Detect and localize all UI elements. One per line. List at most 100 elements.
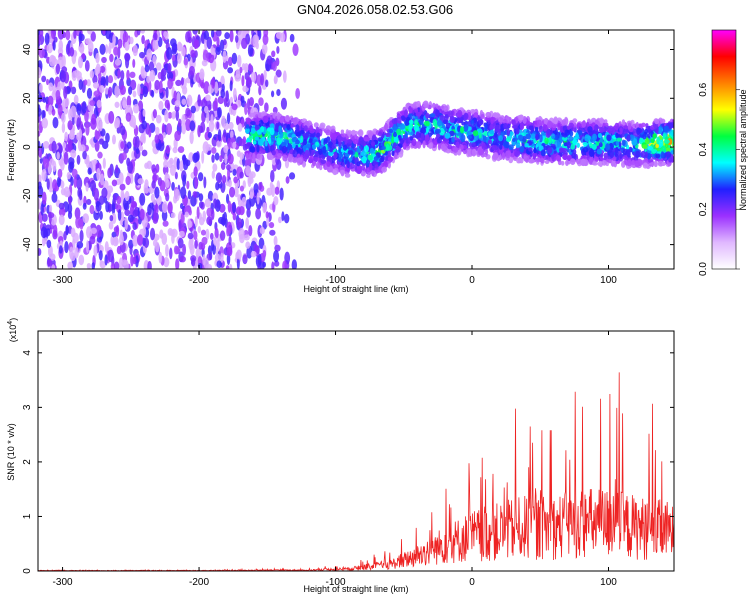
noise-blob xyxy=(141,149,148,157)
signal-blob xyxy=(563,142,568,147)
signal-blob xyxy=(634,160,640,168)
signal-blob xyxy=(414,108,419,114)
noise-blob xyxy=(187,190,192,200)
noise-blob xyxy=(105,30,112,40)
signal-blob xyxy=(664,142,669,149)
signal-blob xyxy=(598,127,605,133)
x-tick-label: -200 xyxy=(189,275,209,286)
signal-blob xyxy=(660,118,666,124)
colorbar-tick-label: 0.6 xyxy=(698,82,709,96)
signal-blob xyxy=(337,156,342,162)
signal-blob xyxy=(326,161,331,167)
signal-blob xyxy=(260,126,265,133)
signal-blob xyxy=(276,111,281,120)
noise-blob xyxy=(52,179,58,192)
noise-blob xyxy=(273,196,279,206)
snr-y-multiplier: (x104) xyxy=(7,318,18,342)
noise-blob xyxy=(56,151,60,160)
signal-blob xyxy=(295,132,302,137)
signal-blob xyxy=(356,161,361,167)
signal-blob xyxy=(627,122,632,130)
signal-blob xyxy=(594,124,599,131)
noise-blob xyxy=(237,54,242,68)
noise-blob xyxy=(63,86,68,99)
signal-blob xyxy=(428,143,433,150)
noise-blob xyxy=(61,122,66,134)
noise-blob xyxy=(241,75,245,87)
signal-blob xyxy=(423,120,430,127)
signal-blob xyxy=(492,152,499,160)
noise-blob xyxy=(89,70,95,79)
signal-blob xyxy=(468,126,472,131)
noise-blob xyxy=(275,69,282,78)
noise-blob xyxy=(153,209,157,221)
noise-blob xyxy=(193,39,200,49)
signal-blob xyxy=(540,157,544,164)
noise-blob xyxy=(262,33,269,46)
noise-blob xyxy=(132,90,137,98)
noise-blob xyxy=(132,122,137,130)
signal-blob xyxy=(442,119,449,125)
noise-blob xyxy=(132,209,139,217)
noise-blob xyxy=(241,196,247,207)
noise-blob xyxy=(125,175,131,186)
signal-blob xyxy=(434,128,441,134)
signal-blob xyxy=(249,146,256,153)
signal-blob xyxy=(466,135,472,140)
signal-blob xyxy=(332,169,338,176)
noise-blob xyxy=(73,176,78,188)
signal-blob xyxy=(635,121,639,129)
noise-blob xyxy=(279,187,284,201)
noise-blob xyxy=(109,214,114,222)
noise-blob xyxy=(245,165,251,177)
noise-blob xyxy=(232,141,237,149)
signal-blob xyxy=(457,115,464,124)
noise-blob xyxy=(205,94,211,102)
signal-blob xyxy=(443,105,449,113)
noise-blob xyxy=(184,118,192,132)
signal-blob xyxy=(519,123,525,131)
noise-blob xyxy=(231,52,238,65)
signal-blob xyxy=(381,166,387,173)
noise-blob xyxy=(65,190,71,198)
colorbar: 0.0 0.2 0.4 0.6 Normalized spectral amplitu… xyxy=(698,29,748,276)
signal-blob xyxy=(287,153,293,162)
signal-blob xyxy=(416,100,421,108)
noise-blob xyxy=(204,198,212,208)
colorbar-tick-label: 0.4 xyxy=(698,142,709,156)
noise-blob xyxy=(67,261,74,269)
noise-blob xyxy=(57,47,64,56)
signal-blob xyxy=(466,130,472,136)
signal-blob xyxy=(363,136,370,142)
noise-blob xyxy=(124,190,130,202)
noise-blob xyxy=(43,158,50,169)
noise-blob xyxy=(85,240,90,254)
signal-blob xyxy=(360,140,367,146)
noise-blob xyxy=(169,229,176,236)
noise-blob xyxy=(81,52,86,60)
signal-blob xyxy=(626,134,631,142)
signal-blob xyxy=(517,134,524,141)
noise-blob xyxy=(153,198,157,206)
signal-blob xyxy=(506,128,511,137)
noise-blob xyxy=(77,218,84,227)
noise-blob xyxy=(179,255,186,263)
noise-blob xyxy=(155,163,160,173)
signal-blob xyxy=(561,119,567,126)
noise-blob xyxy=(209,251,213,261)
signal-blob xyxy=(384,122,389,131)
noise-blob xyxy=(155,62,162,71)
signal-blob xyxy=(430,129,435,135)
noise-blob xyxy=(227,179,232,188)
noise-blob xyxy=(74,247,79,259)
noise-blob xyxy=(46,239,52,249)
noise-blob xyxy=(65,224,69,236)
signal-blob xyxy=(663,139,670,144)
noise-blob xyxy=(51,108,56,116)
signal-blob xyxy=(404,131,408,139)
signal-blob xyxy=(411,138,417,147)
noise-blob xyxy=(192,30,198,35)
noise-blob xyxy=(87,41,94,53)
noise-blob xyxy=(192,191,198,198)
signal-blob xyxy=(503,122,508,130)
